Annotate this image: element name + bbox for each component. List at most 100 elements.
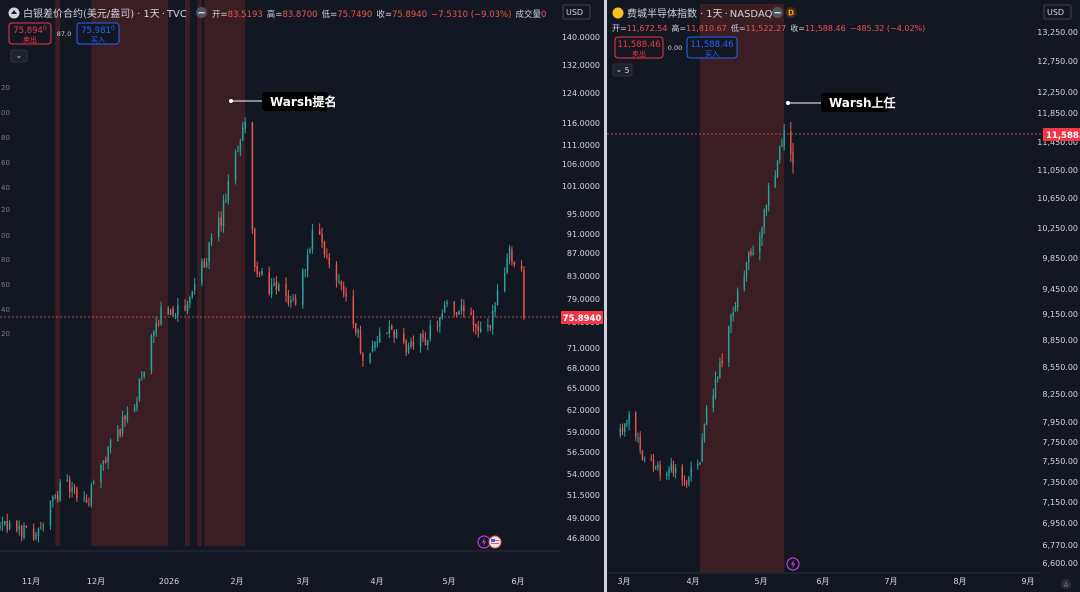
candle-body [328,256,331,265]
silver-candles [0,117,525,543]
candle-body [699,462,701,465]
pane-divider[interactable] [604,0,607,592]
candle-body [71,487,73,492]
y-tick-label: 49.0000 [567,514,600,523]
candle-body [32,528,35,539]
sox-annotation-box[interactable] [821,93,889,112]
candle-body [258,273,261,275]
silver-expand-indicators-button[interactable] [10,49,28,63]
sox-time-axis[interactable] [607,574,1080,592]
candle-body [52,496,54,502]
auto-scale-button[interactable] [1061,579,1071,589]
candle-body [403,333,405,343]
candle-body [637,438,639,440]
candle-body [306,254,309,271]
candle-body [25,525,28,528]
candle-body [776,161,779,178]
candle-body [0,524,1,529]
candle-body [302,269,304,305]
candle-body [659,465,661,476]
candle-body [172,308,174,316]
candle-body [494,305,496,312]
sox-price-axis[interactable] [1041,26,1080,574]
candle-body [690,467,692,477]
y-tick-label: 7,750.00 [1042,438,1078,447]
candle-body [338,280,340,282]
candle-body [506,258,508,273]
candle-body [508,248,511,259]
y-tick-label: 7,350.00 [1042,478,1078,487]
candle-body [186,304,189,312]
silver-title[interactable]: 白银差价合约(美元/盎司) · 1天 · TVC [23,7,187,20]
candle-body [371,346,374,352]
sox-expand-indicators-button[interactable] [612,63,633,77]
silver-sell-button[interactable] [8,22,52,45]
silver-annotation-box[interactable] [262,92,328,111]
candle-body [174,315,177,317]
candle-body [205,262,208,267]
sox-chart-background [607,0,1080,592]
chevron-down-icon: ⌄ [616,65,623,74]
candle-body [405,340,407,353]
silver-time-axis[interactable] [0,552,604,592]
candle-body [242,127,244,141]
minus-icon [774,12,781,14]
silver-buy-button[interactable] [76,22,120,45]
auto-scale-icon: A [1064,581,1069,589]
candle-body [20,525,23,538]
x-tick-label: 7月 [884,577,897,586]
candle-body [321,233,323,243]
candle-body [750,251,752,255]
silver-price-axis[interactable] [560,26,604,574]
sox-delayed-badge-text: D [788,9,794,18]
candle-body [126,412,129,421]
candle-body [290,300,292,303]
flag-canton [491,539,495,542]
candle-body [285,283,287,296]
silver-chart-panel[interactable]: Warsh提名 140.0000 132.0000 124.0000 116.0000… [0,0,604,592]
y-tick-label: 132.0000 [562,61,600,70]
candle-body [136,401,138,408]
silver-currency-label: USD [566,8,583,17]
candle-body [427,340,429,345]
y-tick-label: 11,450.00 [1037,138,1078,147]
x-tick-label: 3月 [617,577,630,586]
y-tick-label: 83.0000 [567,272,600,281]
shaded-period-band [55,0,61,546]
candle-body [489,325,492,328]
candle-body [251,122,254,230]
silver-y-tick-labels: 140.0000 132.0000 124.0000 116.0000 111.0000… [562,33,600,543]
sox-indicator-count: 5 [625,66,630,75]
candle-body [650,458,652,460]
sox-sell-button[interactable] [614,36,664,59]
edge-tick-label: 40 [1,306,10,314]
sox-order-buttons: 11,588.46 卖出 0.00 11,588.46 买入 ⌄ 5 [612,36,738,77]
candle-body [429,325,431,339]
candle-body [453,301,455,312]
candle-body [419,334,422,347]
candle-body [748,252,750,262]
candle-body [391,325,393,330]
candle-body [309,249,311,254]
sox-last-price-text: 11,588.46 [1046,131,1080,141]
candle-body [672,464,675,475]
silver-sell-label: 卖出 [23,35,37,44]
silver-currency-button[interactable] [562,4,591,20]
sox-buy-button[interactable] [686,36,738,59]
sox-buy-label: 买入 [705,50,719,58]
sox-currency-button[interactable] [1043,4,1072,20]
x-tick-label: 12月 [87,577,105,586]
x-tick-label: 6月 [816,577,829,586]
candle-body [395,332,398,339]
candle-body [455,312,458,315]
edge-tick-label: 20 [1,330,10,338]
candle-body [354,323,357,333]
candle-body [668,469,670,476]
candle-body [439,317,441,327]
candle-body [734,306,737,312]
candle-body [407,345,410,352]
candle-body [35,534,37,539]
sox-chart-panel[interactable]: Warsh上任 13,250.00 12,750.00 12,250.00 11,85… [607,0,1080,592]
sox-title[interactable]: 费城半导体指数 · 1天 · NASDAQ [627,7,773,20]
